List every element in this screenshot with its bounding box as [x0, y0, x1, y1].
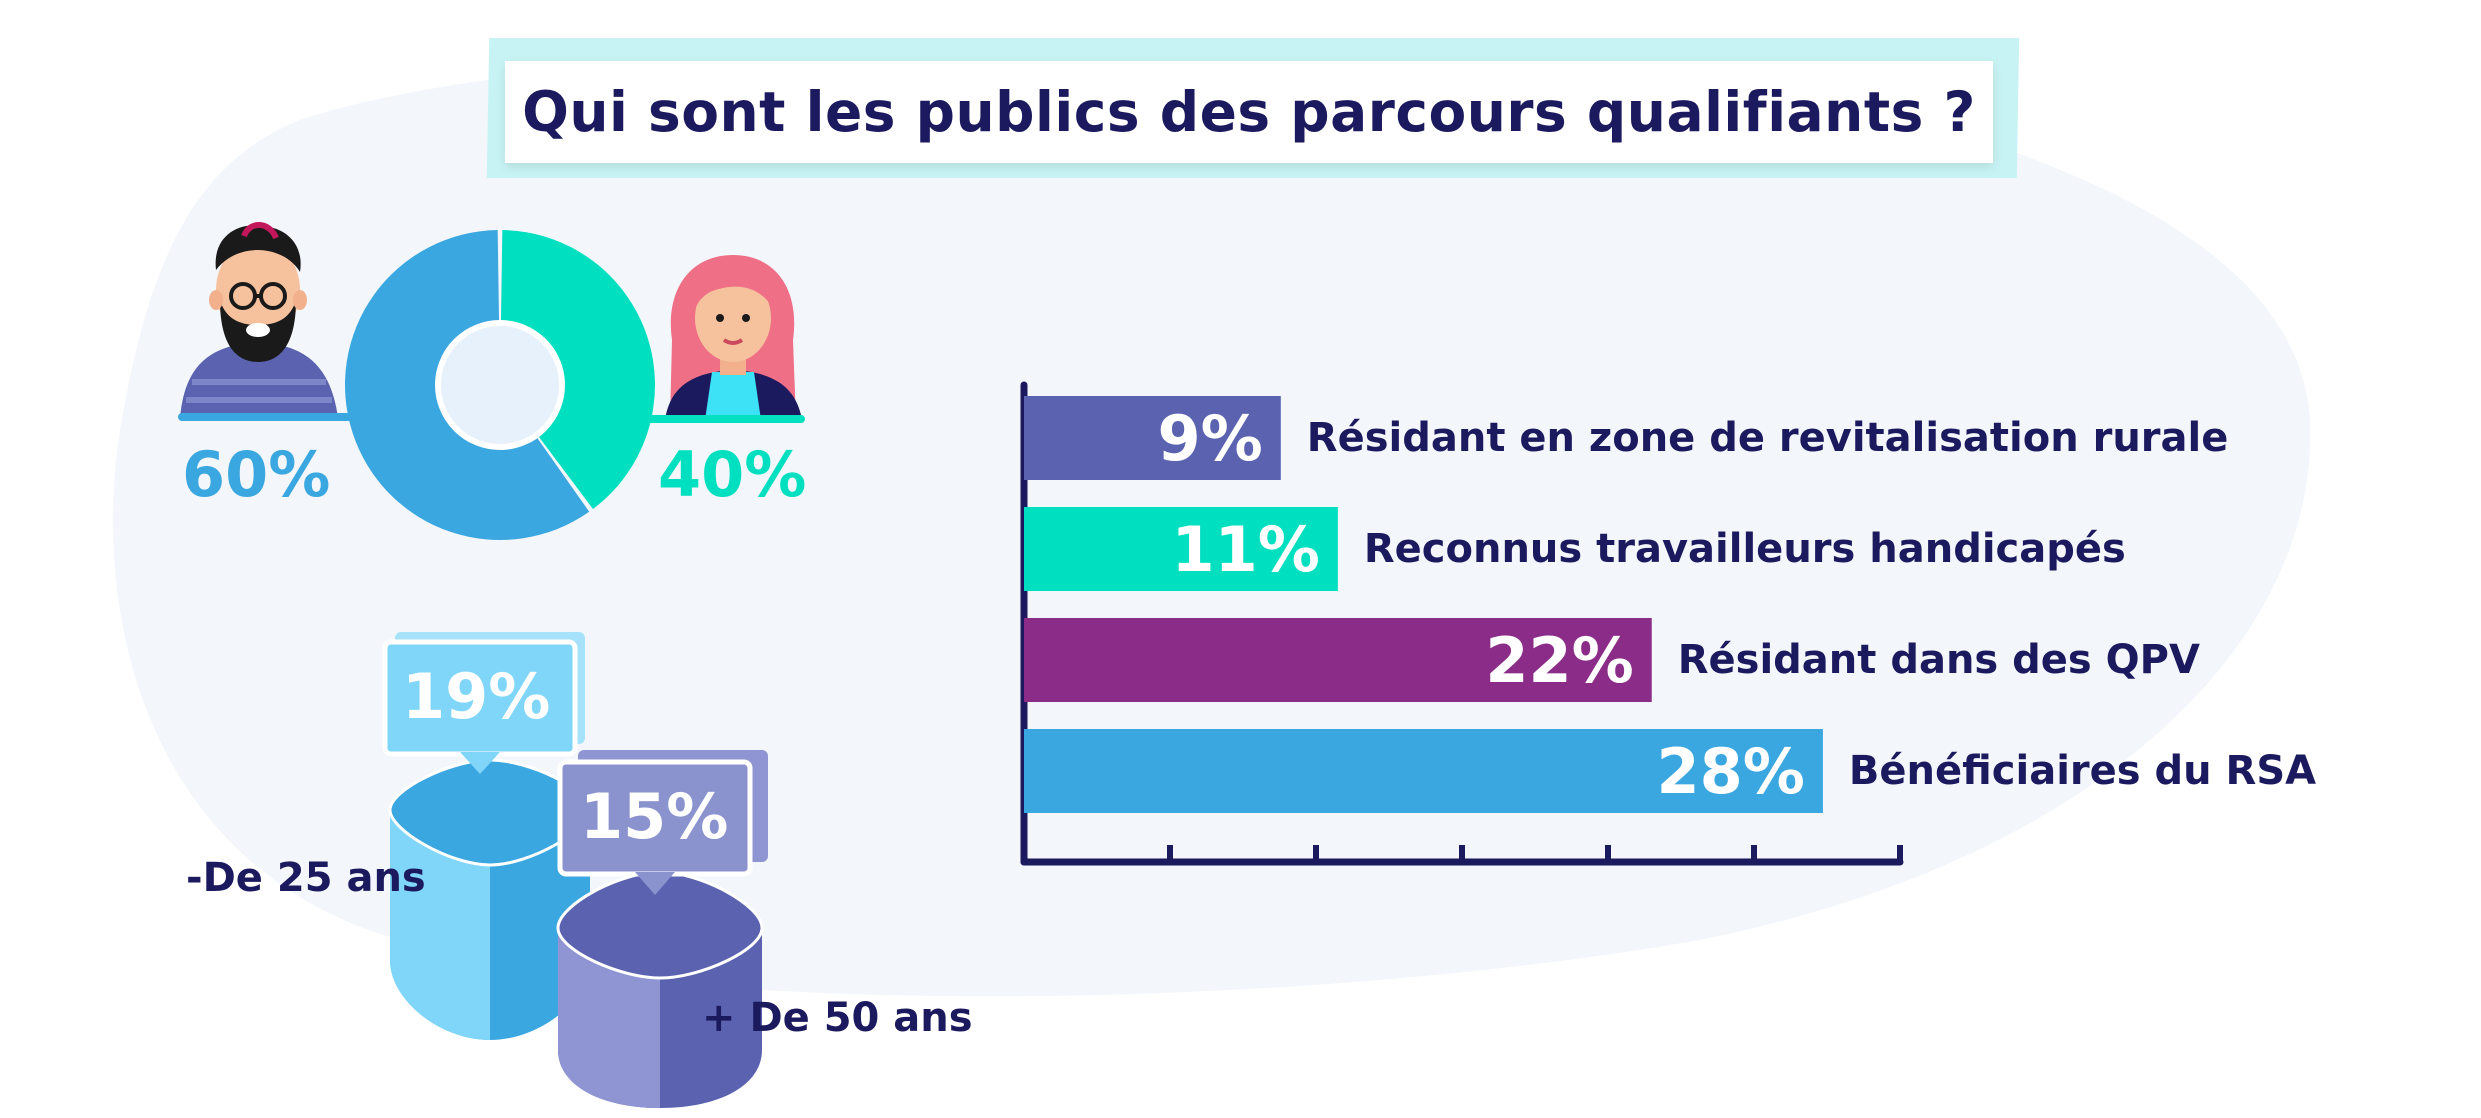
men-underline — [178, 413, 390, 421]
bar-value-label: 28% — [1656, 735, 1805, 808]
bar-category-label: Résidant dans des QPV — [1677, 637, 2200, 683]
bar-3 — [1024, 729, 1823, 813]
public-bar-chart — [1020, 381, 1904, 866]
bar-value-label: 22% — [1485, 624, 1634, 697]
woman-avatar-icon — [665, 255, 802, 420]
bar-2 — [1024, 618, 1652, 702]
man-avatar-icon — [180, 222, 338, 418]
donut-center — [435, 320, 565, 450]
bar-category-label: Reconnus travailleurs handicapés — [1363, 526, 2126, 572]
title-banner: Qui sont les publics des parcours qualif… — [505, 61, 1993, 163]
under25-percentage: 19% — [402, 660, 551, 733]
page-title: Qui sont les publics des parcours qualif… — [522, 80, 1976, 144]
bar-1 — [1024, 507, 1338, 591]
bar-value-label: 9% — [1157, 402, 1263, 475]
over50-label: + De 50 ans — [702, 995, 973, 1041]
women-percentage: 40% — [658, 438, 807, 511]
bar-category-label: Résidant en zone de revitalisation rural… — [1306, 415, 2229, 461]
donut-slice-men — [344, 230, 590, 540]
over50-tag — [557, 750, 768, 895]
donut-slice-women — [500, 230, 655, 510]
under25-tag — [382, 632, 585, 774]
under25-block — [388, 758, 592, 1040]
men-percentage: 60% — [182, 438, 331, 511]
bar-0 — [1024, 396, 1281, 480]
bar-value-label: 11% — [1171, 513, 1320, 586]
bar-category-label: Bénéficiaires du RSA — [1848, 748, 2317, 794]
gender-donut-chart — [344, 230, 655, 540]
under25-label: -De 25 ans — [186, 855, 426, 901]
over50-block — [556, 870, 764, 1108]
over50-percentage: 15% — [580, 780, 729, 853]
